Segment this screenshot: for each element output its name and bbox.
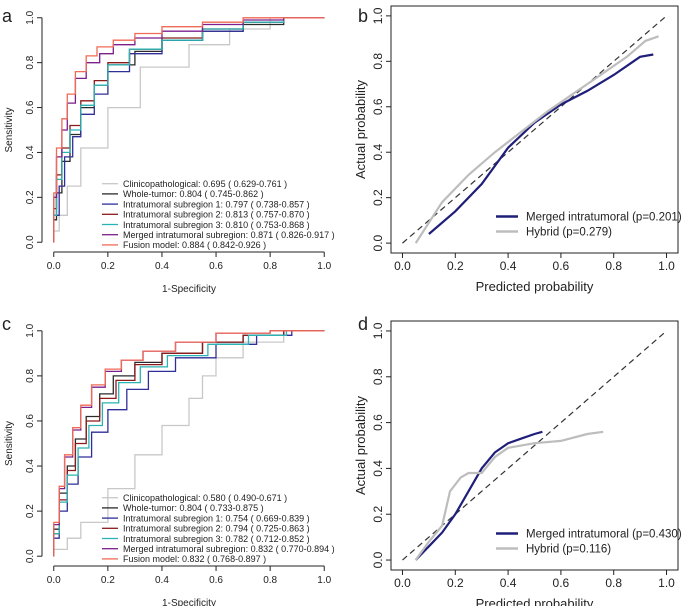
y-tick-label: 1.0: [371, 7, 385, 24]
y-tick-label: 0.0: [25, 549, 36, 563]
x-tick-label: 1.0: [317, 261, 331, 272]
panel-label: c: [2, 314, 11, 334]
legend-label: Hybrid (p=0.279): [526, 227, 612, 239]
y-tick-label: 0.4: [371, 460, 385, 477]
x-tick-label: 0.4: [155, 575, 169, 586]
legend-label: Intratumoral subregion 2: 0.813 ( 0.757-…: [123, 210, 310, 220]
series-line-clinico: [53, 330, 325, 557]
y-axis-title: Actual probability: [353, 80, 368, 179]
x-axis-title: Predicted probability: [476, 279, 594, 294]
series-line-sub1: [53, 330, 325, 557]
y-axis-title: Sensitivity: [4, 107, 15, 152]
series-line-fusion: [53, 17, 325, 243]
y-tick-label: 0.4: [371, 144, 385, 161]
y-tick-label: 0.8: [25, 368, 36, 382]
y-tick-label: 0.8: [371, 53, 385, 70]
y-tick-label: 0.8: [25, 55, 36, 69]
plot-frame: [390, 5, 679, 254]
series-line-fusion: [53, 330, 325, 557]
x-tick-label: 0.6: [553, 259, 570, 273]
plot-frame: [390, 320, 679, 571]
y-tick-label: 1.0: [25, 323, 36, 337]
y-tick-label: 0.4: [25, 459, 36, 473]
x-tick-label: 0.6: [209, 261, 223, 272]
x-tick-label: 0.2: [101, 575, 115, 586]
x-tick-label: 0.4: [500, 259, 517, 273]
y-tick-label: 0.6: [371, 414, 385, 431]
x-tick-label: 1.0: [317, 575, 331, 586]
legend-label: Clinicopathological: 0.580 ( 0.490-0.671…: [123, 493, 287, 503]
x-tick-label: 0.8: [263, 575, 277, 586]
series-line-sub3: [53, 330, 325, 557]
x-tick-label: 0.8: [263, 261, 277, 272]
series-line-sub3: [53, 17, 325, 243]
series-line-merged_cal: [428, 53, 654, 235]
x-tick-label: 0.0: [47, 261, 61, 272]
x-tick-label: 0.4: [155, 261, 169, 272]
series-line-merged_cal: [414, 430, 543, 561]
legend-label: Fusion model: 0.832 ( 0.768-0.897 ): [123, 554, 266, 564]
legend-label: Merged intratumoral (p=0.430): [526, 529, 682, 541]
series-line-hybrid_cal: [414, 35, 659, 244]
panel-d: d 0.0 0.2 0.4 0.6 0.8 1.0 0.0 0.2 0.4 0.6 0.8 1.0 Pre…: [353, 314, 682, 606]
y-tick-label: 0.0: [371, 551, 385, 568]
x-axis-title: Predicted probability: [476, 596, 594, 606]
x-tick-label: 0.6: [553, 576, 570, 590]
legend-label: Fusion model: 0.884 ( 0.842-0.926 ): [123, 240, 266, 250]
y-axis-title: Actual probability: [353, 396, 368, 495]
legend-label: Intratumoral subregion 2: 0.794 ( 0.725-…: [123, 524, 310, 534]
x-axis-title: 1-Specificity: [162, 598, 216, 606]
legend-label: Intratumoral subregion 3: 0.782 ( 0.712-…: [123, 534, 310, 544]
x-tick-label: 0.0: [47, 575, 61, 586]
y-tick-label: 0.2: [371, 189, 385, 206]
panel-label: b: [358, 6, 368, 26]
x-tick-label: 0.2: [447, 259, 464, 273]
x-tick-label: 1.0: [658, 576, 675, 590]
x-tick-label: 1.0: [658, 259, 675, 273]
legend-label: Whole-tumor: 0.804 ( 0.733-0.875 ): [123, 503, 264, 513]
legend-label: Clinicopathological: 0.695 ( 0.629-0.761…: [123, 179, 287, 189]
ideal-diagonal-line: [402, 15, 667, 244]
legend-label: Merged intratumoral subregion: 0.832 ( 0…: [123, 544, 335, 554]
y-tick-label: 0.0: [371, 234, 385, 251]
y-axis-title: Sensitivity: [4, 421, 15, 466]
ideal-diagonal-line: [402, 330, 667, 561]
y-tick-label: 0.4: [25, 145, 36, 159]
legend-label: Merged intratumoral subregion: 0.871 ( 0…: [123, 230, 335, 240]
legend-label: Whole-tumor: 0.804 ( 0.745-0.862 ): [123, 189, 264, 199]
panel-c: c 0.0 0.2 0.4 0.6 0.8 1.0 0.0 0.2 0.4 0.6 0.8 1.0 1-S…: [2, 314, 335, 606]
x-tick-label: 0.8: [605, 259, 622, 273]
series-line-sub1: [53, 17, 325, 243]
legend-label: Merged intratumoral (p=0.201): [526, 212, 682, 224]
y-tick-label: 0.2: [25, 190, 36, 204]
x-tick-label: 0.0: [394, 259, 411, 273]
x-tick-label: 0.2: [447, 576, 464, 590]
y-tick-label: 0.8: [371, 368, 385, 385]
y-tick-label: 0.6: [371, 98, 385, 115]
x-tick-label: 0.2: [101, 261, 115, 272]
legend-label: Intratumoral subregion 1: 0.797 ( 0.738-…: [123, 199, 310, 209]
x-axis-title: 1-Specificity: [162, 284, 216, 295]
panel-b: b 0.0 0.2 0.4 0.6 0.8 1.0 0.0 0.2 0.4 0.6 0.8 1.0 Pre…: [353, 5, 682, 294]
legend-label: Intratumoral subregion 1: 0.754 ( 0.669-…: [123, 513, 310, 523]
y-tick-label: 1.0: [371, 322, 385, 339]
y-tick-label: 0.2: [25, 504, 36, 518]
legend-label: Intratumoral subregion 3: 0.810 ( 0.753-…: [123, 220, 310, 230]
y-tick-label: 0.2: [371, 506, 385, 523]
x-tick-label: 0.4: [500, 576, 517, 590]
series-line-hybrid_cal: [414, 430, 604, 561]
y-tick-label: 1.0: [25, 10, 36, 24]
x-tick-label: 0.0: [394, 576, 411, 590]
y-tick-label: 0.6: [25, 414, 36, 428]
y-tick-label: 0.6: [25, 100, 36, 114]
x-tick-label: 0.6: [209, 575, 223, 586]
y-tick-label: 0.0: [25, 235, 36, 249]
panel-a: a 0.0 0.2 0.4 0.6 0.8 1.0 0.0 0.2 0.4 0.6 0.8 1.0 1-S…: [2, 6, 335, 295]
x-tick-label: 0.8: [605, 576, 622, 590]
panel-label: d: [358, 314, 368, 334]
legend-label: Hybrid (p=0.116): [526, 544, 611, 556]
panel-label: a: [2, 6, 13, 26]
